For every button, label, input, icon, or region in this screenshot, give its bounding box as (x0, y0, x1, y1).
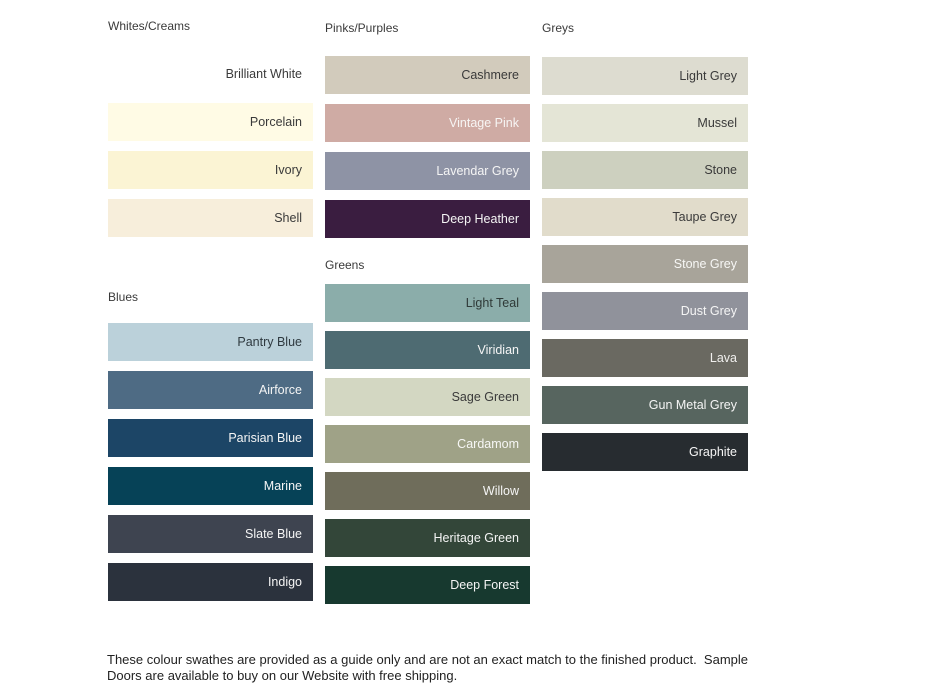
swatch-stone-grey: Stone Grey (542, 245, 748, 283)
swatch-dust-grey: Dust Grey (542, 292, 748, 330)
swatch-gun-metal-grey: Gun Metal Grey (542, 386, 748, 424)
swatch-label: Stone (704, 163, 737, 177)
swatch-label: Heritage Green (433, 531, 519, 545)
swatch-stack-pinks-purples: Cashmere Vintage Pink Lavendar Grey Deep… (325, 56, 530, 238)
swatch-label: Slate Blue (245, 527, 302, 541)
swatch-label: Willow (482, 484, 519, 498)
swatch-label: Brilliant White (225, 67, 302, 81)
swatch-stack-whites-creams: Brilliant White Porcelain Ivory Shell (108, 55, 313, 237)
swatch-sage-green: Sage Green (325, 378, 530, 416)
swatch-lava: Lava (542, 339, 748, 377)
swatch-porcelain: Porcelain (108, 103, 313, 141)
swatch-marine: Marine (108, 467, 313, 505)
swatch-label: Mussel (697, 116, 737, 130)
footnote: These colour swathes are provided as a g… (107, 652, 787, 683)
swatch-label: Sage Green (451, 390, 519, 404)
swatch-pantry-blue: Pantry Blue (108, 323, 313, 361)
swatch-label: Ivory (274, 163, 302, 177)
swatch-label: Vintage Pink (449, 116, 519, 130)
footnote-line-1: These colour swathes are provided as a g… (107, 652, 748, 667)
group-title-blues: Blues (108, 290, 139, 304)
swatch-stone: Stone (542, 151, 748, 189)
swatch-airforce: Airforce (108, 371, 313, 409)
swatch-parisian-blue: Parisian Blue (108, 419, 313, 457)
swatch-stack-greens: Light Teal Viridian Sage Green Cardamom … (325, 284, 530, 604)
group-pinks-purples: Pinks/Purples Cashmere Vintage Pink Lave… (325, 21, 530, 238)
swatch-label: Taupe Grey (672, 210, 737, 224)
swatch-willow: Willow (325, 472, 530, 510)
swatch-label: Shell (274, 211, 302, 225)
swatch-label: Cashmere (461, 68, 519, 82)
group-title-pinks-purples: Pinks/Purples (325, 21, 399, 35)
swatch-mussel: Mussel (542, 104, 748, 142)
swatch-cashmere: Cashmere (325, 56, 530, 94)
swatch-vintage-pink: Vintage Pink (325, 104, 530, 142)
group-title-whites-creams: Whites/Creams (108, 19, 191, 33)
swatch-stack-greys: Light Grey Mussel Stone Taupe Grey Stone… (542, 57, 748, 471)
swatch-label: Deep Heather (441, 212, 519, 226)
swatch-graphite: Graphite (542, 433, 748, 471)
swatch-label: Deep Forest (450, 578, 519, 592)
footnote-line-2: Doors are available to buy on our Websit… (107, 667, 458, 683)
swatch-light-grey: Light Grey (542, 57, 748, 95)
group-blues: Blues Pantry Blue Airforce Parisian Blue… (108, 290, 313, 601)
swatch-heritage-green: Heritage Green (325, 519, 530, 557)
swatch-deep-forest: Deep Forest (325, 566, 530, 604)
swatch-label: Light Grey (679, 69, 737, 83)
swatch-label: Parisian Blue (228, 431, 302, 445)
swatch-slate-blue: Slate Blue (108, 515, 313, 553)
swatch-brilliant-white: Brilliant White (108, 55, 313, 93)
group-title-greys: Greys (542, 21, 575, 35)
swatch-label: Viridian (477, 343, 519, 357)
swatch-label: Indigo (267, 575, 302, 589)
group-whites-creams: Whites/Creams Brilliant White Porcelain … (108, 19, 313, 237)
swatch-ivory: Ivory (108, 151, 313, 189)
swatch-taupe-grey: Taupe Grey (542, 198, 748, 236)
swatch-label: Light Teal (465, 296, 519, 310)
swatch-viridian: Viridian (325, 331, 530, 369)
swatch-label: Pantry Blue (237, 335, 302, 349)
swatch-label: Marine (263, 479, 302, 493)
group-greens: Greens Light Teal Viridian Sage Green Ca… (325, 258, 530, 604)
swatch-stack-blues: Pantry Blue Airforce Parisian Blue Marin… (108, 323, 313, 601)
swatch-label: Gun Metal Grey (648, 398, 737, 412)
swatch-cardamom: Cardamom (325, 425, 530, 463)
swatch-label: Stone Grey (673, 257, 737, 271)
swatch-label: Porcelain (249, 115, 302, 129)
swatch-label: Dust Grey (680, 304, 737, 318)
swatch-label: Airforce (258, 383, 302, 397)
swatch-shell: Shell (108, 199, 313, 237)
group-title-greens: Greens (325, 258, 365, 272)
group-greys: Greys Light Grey Mussel Stone Taupe Grey… (542, 21, 748, 471)
swatch-label: Graphite (689, 445, 737, 459)
swatch-label: Cardamom (457, 437, 519, 451)
swatch-label: Lavendar Grey (436, 164, 519, 178)
swatch-indigo: Indigo (108, 563, 313, 601)
swatch-light-teal: Light Teal (325, 284, 530, 322)
swatch-label: Lava (709, 351, 737, 365)
swatch-deep-heather: Deep Heather (325, 200, 530, 238)
swatch-lavendar-grey: Lavendar Grey (325, 152, 530, 190)
